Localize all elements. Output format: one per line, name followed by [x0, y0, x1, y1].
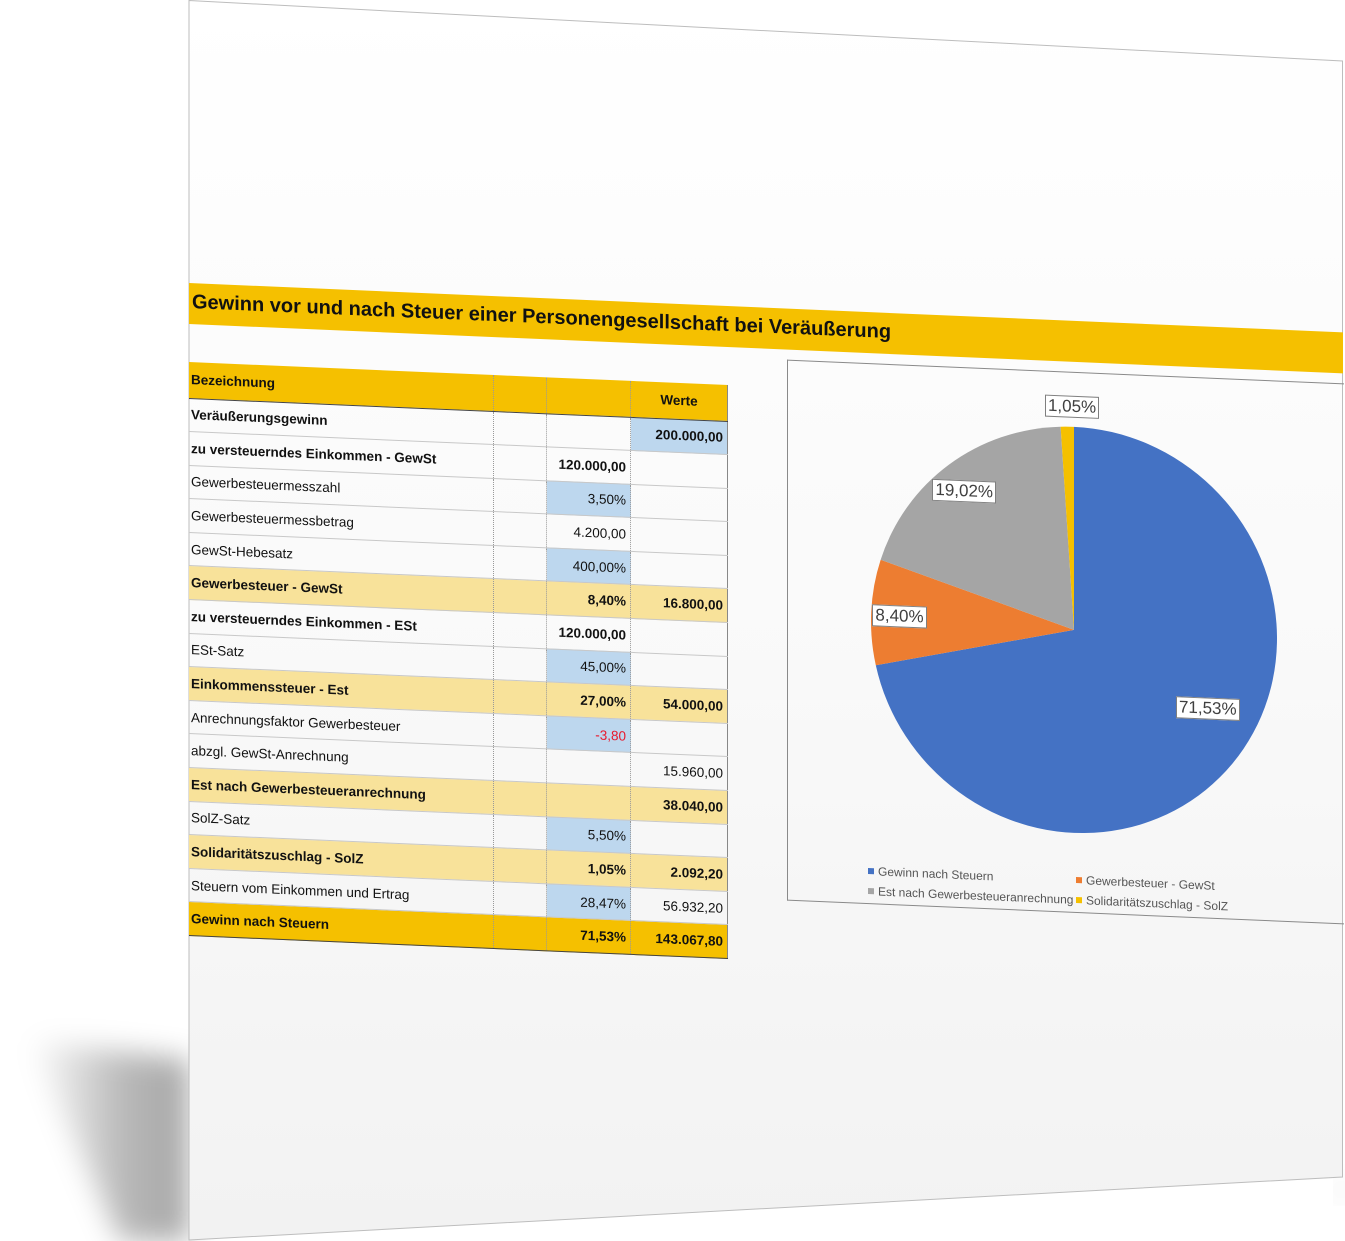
row-spacer	[493, 881, 547, 918]
row-value	[630, 517, 728, 556]
row-value: 15.960,00	[630, 752, 728, 791]
legend-swatch	[868, 868, 874, 875]
row-rate	[546, 782, 631, 821]
pie-chart-canvas	[871, 426, 1277, 834]
pie-data-label: 71,53%	[1175, 696, 1240, 722]
row-spacer	[493, 444, 547, 481]
row-value	[630, 551, 728, 590]
row-rate: 71,53%	[546, 917, 631, 955]
row-value: 54.000,00	[630, 685, 728, 724]
row-spacer	[493, 746, 547, 783]
row-rate	[546, 749, 631, 787]
sheet-content: Gewinn vor und nach Steuer einer Persone…	[189, 0, 1344, 1241]
row-spacer	[493, 579, 547, 615]
pie-slice	[871, 559, 1074, 666]
row-value	[630, 719, 728, 757]
legend-swatch	[1076, 876, 1082, 884]
row-value: 38.040,00	[630, 786, 728, 825]
row-rate	[546, 413, 631, 451]
row-spacer	[493, 511, 547, 548]
row-rate: -3,80	[546, 715, 631, 753]
legend-swatch	[1076, 896, 1082, 904]
pie-slice	[875, 426, 1277, 834]
row-rate: 28,47%	[546, 883, 631, 921]
row-value: 143.067,80	[630, 920, 728, 959]
row-rate: 120.000,00	[546, 446, 631, 485]
row-value	[630, 484, 728, 522]
row-rate: 3,50%	[546, 480, 631, 518]
pie-data-label: 8,40%	[872, 604, 927, 629]
row-spacer	[493, 646, 547, 683]
header-values: Werte	[630, 380, 728, 422]
row-value	[630, 820, 728, 858]
row-rate: 5,50%	[546, 816, 631, 854]
row-value	[630, 618, 728, 657]
legend-swatch	[868, 888, 874, 895]
row-value: 2.092,20	[630, 853, 728, 892]
pie-slice	[1060, 426, 1074, 630]
pie-slice	[880, 426, 1074, 630]
row-spacer	[493, 545, 547, 582]
page-title: Gewinn vor und nach Steuer einer Persone…	[192, 291, 892, 344]
row-spacer	[493, 478, 547, 515]
row-spacer	[493, 612, 547, 649]
row-spacer	[493, 713, 547, 750]
tax-table: Bezeichnung Werte Veräußerungsgewinn 200.00…	[189, 362, 728, 959]
pie-data-label: 1,05%	[1044, 394, 1100, 419]
row-rate: 45,00%	[546, 648, 631, 686]
row-value: 16.800,00	[630, 584, 728, 623]
row-rate: 4.200,00	[546, 514, 631, 552]
pie-data-label: 19,02%	[932, 478, 997, 504]
row-rate: 1,05%	[546, 850, 631, 888]
row-spacer	[493, 780, 547, 817]
header-col2	[493, 375, 547, 414]
row-value	[630, 450, 728, 489]
row-rate: 8,40%	[546, 581, 631, 619]
row-rate: 27,00%	[546, 682, 631, 720]
row-spacer	[493, 814, 547, 851]
row-spacer	[493, 679, 547, 716]
row-value	[630, 652, 728, 690]
title-banner: Gewinn vor und nach Steuer einer Persone…	[189, 283, 1343, 374]
row-spacer	[493, 411, 547, 447]
row-value: 200.000,00	[630, 416, 728, 455]
row-spacer	[493, 914, 547, 951]
row-spacer	[493, 847, 547, 884]
row-rate: 400,00%	[546, 547, 631, 585]
row-value: 56.932,20	[630, 887, 728, 925]
header-col3	[546, 377, 631, 417]
pie-chart: 71,53% 8,40% 19,02% 1,05% Gewinn nach Steue…	[787, 359, 1344, 925]
row-rate: 120.000,00	[546, 614, 631, 653]
